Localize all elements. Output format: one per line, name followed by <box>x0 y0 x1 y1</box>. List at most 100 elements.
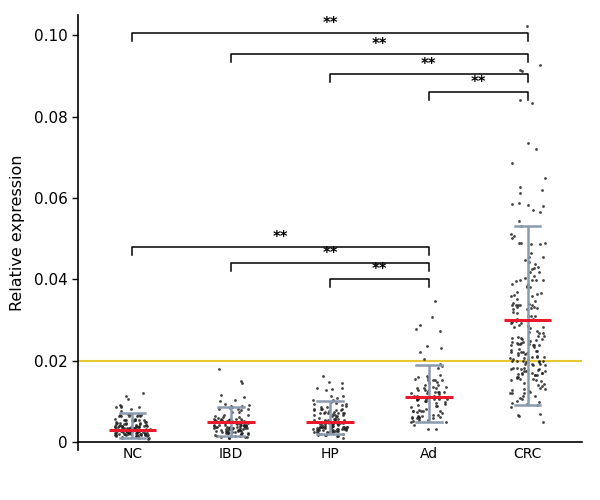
Point <box>337 380 347 388</box>
Point <box>540 238 550 246</box>
Point <box>131 421 141 429</box>
Point <box>523 139 532 147</box>
Point <box>513 333 523 341</box>
Point <box>523 202 533 209</box>
Point <box>413 413 423 421</box>
Point <box>513 301 523 309</box>
Point <box>332 419 342 427</box>
Point <box>434 395 443 403</box>
Point <box>111 432 121 440</box>
Point <box>434 388 444 396</box>
Text: **: ** <box>470 75 486 90</box>
Point <box>325 418 334 426</box>
Point <box>536 360 545 368</box>
Point <box>239 422 248 430</box>
Point <box>309 412 319 420</box>
Point <box>110 423 119 431</box>
Point <box>216 390 226 398</box>
Point <box>224 434 234 442</box>
Point <box>437 409 447 417</box>
Point <box>211 423 221 431</box>
Point <box>435 407 445 415</box>
Point <box>325 428 334 436</box>
Point <box>508 301 517 309</box>
Point <box>431 424 441 432</box>
Point <box>437 376 447 384</box>
Point <box>118 433 127 441</box>
Point <box>506 348 516 356</box>
Point <box>227 408 236 416</box>
Point <box>121 420 131 428</box>
Point <box>215 397 225 405</box>
Point <box>434 388 443 396</box>
Point <box>134 422 144 430</box>
Point <box>322 403 331 411</box>
Point <box>243 406 253 413</box>
Point <box>537 382 547 390</box>
Point <box>143 431 153 439</box>
Point <box>323 410 333 418</box>
Point <box>407 404 416 411</box>
Point <box>221 425 230 433</box>
Point <box>537 369 547 377</box>
Point <box>130 416 139 424</box>
Point <box>316 430 326 438</box>
Point <box>423 376 433 384</box>
Point <box>242 422 251 430</box>
Point <box>521 358 531 366</box>
Point <box>235 422 245 430</box>
Point <box>514 349 523 357</box>
Point <box>217 416 227 424</box>
Point <box>237 416 247 424</box>
Point <box>212 422 221 430</box>
Point <box>320 430 329 438</box>
Point <box>332 394 341 402</box>
Point <box>118 434 127 442</box>
Point <box>512 364 522 372</box>
Point <box>223 429 233 437</box>
Point <box>134 404 143 411</box>
Point <box>518 348 528 356</box>
Point <box>327 420 337 428</box>
Point <box>124 429 134 437</box>
Point <box>135 420 145 428</box>
Point <box>127 426 137 434</box>
Point <box>225 423 235 431</box>
Point <box>211 418 221 426</box>
Point <box>112 420 122 428</box>
Point <box>442 383 451 391</box>
Point <box>114 430 124 438</box>
Point <box>507 399 517 407</box>
Point <box>314 426 323 434</box>
Point <box>520 256 530 264</box>
Point <box>123 410 133 418</box>
Point <box>529 304 539 312</box>
Point <box>517 368 527 376</box>
Point <box>507 200 517 207</box>
Point <box>517 348 526 356</box>
Point <box>539 353 549 361</box>
Point <box>235 424 245 432</box>
Point <box>131 432 141 440</box>
Point <box>338 384 347 392</box>
Point <box>532 347 541 355</box>
Point <box>143 434 153 442</box>
Point <box>328 420 338 428</box>
Point <box>507 338 517 346</box>
Point <box>328 422 338 430</box>
Point <box>117 424 127 432</box>
Point <box>317 422 326 430</box>
Point <box>514 238 524 246</box>
Point <box>230 432 239 440</box>
Point <box>220 421 230 429</box>
Point <box>519 380 529 388</box>
Point <box>540 386 550 394</box>
Point <box>314 424 324 432</box>
Point <box>332 425 342 433</box>
Point <box>128 424 138 432</box>
Point <box>112 418 121 426</box>
Point <box>522 284 532 292</box>
Point <box>515 66 525 74</box>
Point <box>328 412 337 420</box>
Point <box>341 426 350 434</box>
